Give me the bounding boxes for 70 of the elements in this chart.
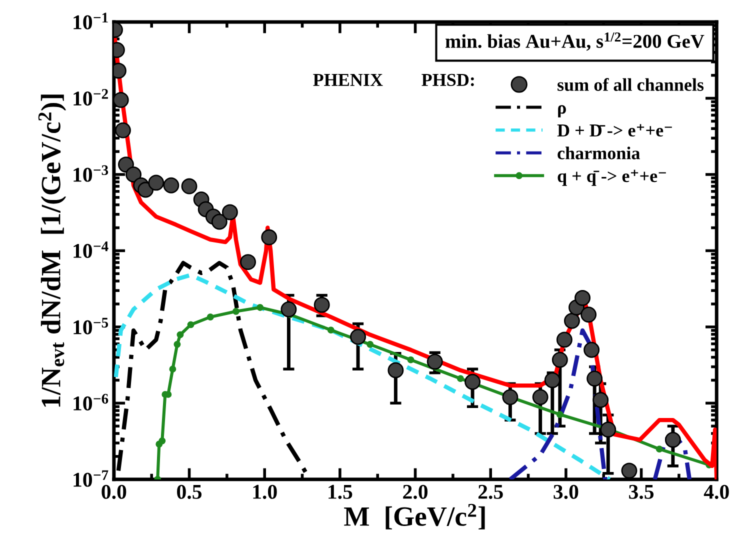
x-tick-label: 3.0	[554, 484, 578, 499]
y-tick-label: 10$^{−1}$	[74, 12, 108, 30]
point	[350, 328, 366, 345]
point	[261, 229, 278, 246]
y-tick-label: 10$^{−4}$	[74, 241, 108, 258]
point	[556, 332, 572, 348]
point	[552, 352, 568, 368]
point	[556, 411, 564, 418]
point	[580, 306, 597, 323]
line-series	[114, 272, 612, 480]
point	[114, 92, 129, 108]
legend-label: D + D̄ -> e⁺+e⁻	[557, 124, 672, 137]
point	[564, 312, 580, 329]
y-tick-label: 10$^{−5}$	[74, 318, 108, 334]
legend-label: ρ	[558, 105, 566, 118]
x-axis-title: M [GeV/c$^{2}$]	[344, 504, 485, 530]
x-tick-label: 2.5	[478, 484, 503, 499]
point	[280, 301, 297, 318]
point	[158, 437, 166, 444]
point	[222, 204, 238, 220]
point	[148, 174, 164, 191]
point	[388, 362, 404, 378]
point	[176, 331, 184, 338]
point	[502, 389, 518, 406]
point	[206, 314, 214, 320]
point	[584, 342, 600, 358]
point	[114, 122, 131, 138]
point	[232, 308, 240, 315]
point	[592, 392, 609, 408]
point	[327, 326, 334, 334]
x-tick-label: 1.0	[253, 484, 277, 499]
point	[169, 366, 176, 373]
point	[407, 356, 414, 364]
annotation: PHENIX	[313, 74, 383, 86]
point	[457, 375, 464, 382]
x-tick-label: 2.0	[403, 484, 428, 499]
legend-label: sum of all channels	[558, 78, 704, 91]
point	[532, 389, 548, 406]
y-axis-title: 1/N$_{evt}$ dN/dM [1/(GeV/c$^{2}$)]	[38, 94, 66, 407]
text: min. bias Au+Au, s$^{1/2}$=200 GeV	[446, 32, 704, 51]
point	[163, 177, 180, 194]
point	[174, 340, 181, 348]
x-tick-label: 3.5	[629, 484, 654, 499]
point	[366, 340, 374, 348]
point	[240, 254, 256, 270]
x-tick-label: 0.5	[177, 484, 202, 499]
point	[314, 296, 330, 313]
point	[586, 370, 603, 387]
point	[574, 290, 590, 306]
point	[256, 304, 264, 311]
y-tick-label: 10$^{−6}$	[74, 394, 108, 410]
x-tick-label: 1.5	[328, 484, 352, 499]
point	[211, 214, 228, 230]
annotation: PHSD:	[422, 74, 474, 86]
point	[600, 422, 616, 438]
point	[187, 321, 194, 328]
point	[621, 462, 638, 479]
y-tick-label: 10$^{−3}$	[74, 165, 108, 182]
x-tick-label: 4.0	[704, 484, 729, 499]
point	[126, 166, 142, 182]
legend-label: q + q̄ -> e⁺+e⁻	[558, 170, 666, 186]
y-tick-label: 10$^{−2}$	[74, 89, 108, 106]
point	[181, 178, 198, 194]
point	[664, 432, 681, 448]
x-tick-label: 0.0	[102, 484, 126, 499]
point	[426, 354, 443, 370]
point	[544, 372, 560, 388]
point	[464, 374, 481, 390]
point	[656, 446, 663, 453]
legend-label: charmonia	[558, 146, 640, 160]
